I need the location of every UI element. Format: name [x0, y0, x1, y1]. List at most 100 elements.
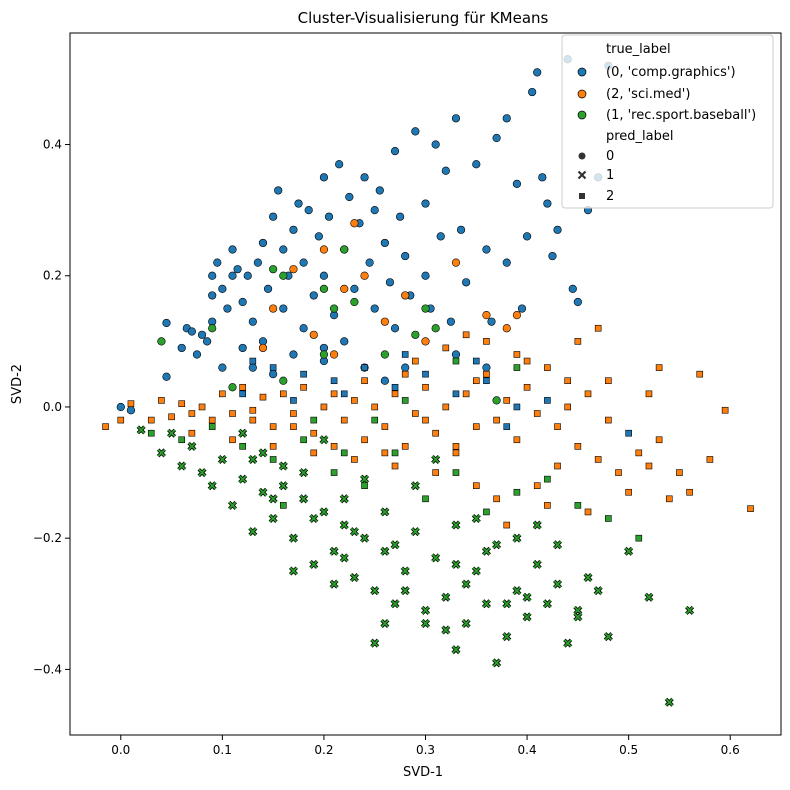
data-point-3-75 — [564, 377, 572, 385]
y-axis-ticks: −0.4 −0.2 0.0 0.2 0.4 — [33, 138, 70, 676]
data-point-inner-5-49 — [665, 698, 674, 707]
data-point-inner-5-25 — [401, 567, 410, 575]
data-point-inner-5-17 — [319, 507, 328, 516]
data-point-inner-5-19 — [340, 521, 349, 529]
data-point-inner-5-31 — [462, 619, 471, 628]
data-point-inner-5-55 — [299, 468, 308, 477]
data-point-3-76 — [605, 377, 612, 385]
data-point-inner-5-57 — [380, 507, 389, 516]
data-point-4-2 — [269, 265, 278, 274]
data-point-inner-5-84 — [340, 553, 349, 562]
data-point-0-93 — [573, 297, 582, 307]
data-point-0-85 — [528, 87, 537, 97]
data-point-2-13 — [258, 343, 268, 353]
data-point-0-46 — [335, 160, 344, 169]
y-tick-label-0: −0.4 — [33, 662, 62, 676]
data-point-0-27 — [269, 212, 278, 221]
legend-marker-baseball — [577, 110, 587, 120]
data-point-4-11 — [411, 330, 420, 339]
data-point-inner-5-78 — [380, 619, 389, 628]
data-point-0-39 — [309, 291, 318, 300]
data-point-4-5 — [329, 304, 339, 313]
data-point-0-72 — [446, 317, 455, 326]
data-point-0-36 — [299, 258, 308, 267]
data-point-2-3 — [269, 304, 278, 313]
data-point-3-24 — [361, 436, 368, 444]
data-point-2-10 — [482, 311, 491, 320]
data-point-3-18 — [300, 383, 307, 391]
data-point-inner-5-53 — [421, 619, 430, 628]
data-point-3-14 — [259, 393, 267, 401]
data-point-inner-5-28 — [431, 553, 440, 562]
data-point-0-100 — [482, 363, 491, 372]
data-point-inner-5-51 — [492, 658, 501, 667]
data-point-0-58 — [380, 238, 389, 248]
y-tick-label-3: 0.2 — [43, 269, 62, 283]
data-point-4-8 — [380, 350, 389, 359]
data-point-inner-5-43 — [584, 573, 592, 582]
data-point-inner-5-60 — [431, 455, 440, 464]
data-point-inner-5-59 — [472, 514, 481, 523]
x-tick-label-1: 0.1 — [213, 743, 232, 757]
y-tick-label-2: 0.0 — [43, 400, 62, 414]
series-2 — [258, 219, 522, 359]
data-point-inner-5-80 — [502, 599, 511, 608]
data-point-0-23 — [253, 258, 263, 267]
data-point-inner-5-74 — [553, 540, 562, 549]
data-point-0-56 — [370, 304, 379, 313]
data-point-0-98 — [126, 406, 136, 415]
legend-label-baseball: (1, 'rec.sport.baseball') — [606, 108, 756, 123]
data-point-3-46 — [584, 390, 592, 398]
data-point-3-13 — [249, 406, 257, 414]
data-point-3-38 — [503, 397, 511, 404]
data-point-3-27 — [391, 390, 399, 398]
legend-marker-comp-graphics — [577, 67, 587, 77]
data-point-3-7 — [188, 410, 196, 417]
data-point-6-23 — [340, 449, 348, 457]
legend-label-sci-med: (2, 'sci.med') — [606, 87, 690, 102]
data-point-3-62 — [472, 482, 480, 489]
x-axis-ticks: 0.0 0.1 0.2 0.3 0.4 0.5 0.6 — [111, 735, 740, 757]
data-point-3-42 — [544, 364, 551, 371]
data-point-inner-5-34 — [492, 540, 501, 549]
data-point-6-20 — [371, 416, 379, 424]
y-axis-label: SVD-2 — [10, 364, 25, 404]
data-point-0-42 — [319, 271, 329, 280]
data-point-0-86 — [533, 68, 542, 77]
data-point-0-40 — [314, 232, 323, 241]
data-point-inner-5-1 — [157, 448, 166, 457]
data-point-3-19 — [310, 429, 318, 437]
legend-hue-title: true_label — [606, 42, 671, 57]
data-point-inner-5-0 — [137, 425, 146, 434]
data-point-0-48 — [340, 337, 349, 346]
data-point-inner-5-70 — [401, 586, 410, 595]
data-point-inner-5-32 — [472, 567, 481, 575]
data-point-inner-5-15 — [299, 494, 308, 503]
data-point-4-0 — [157, 337, 166, 346]
data-point-1-13 — [239, 390, 246, 398]
data-point-6-10 — [452, 469, 460, 476]
data-point-4-10 — [421, 304, 430, 313]
data-point-3-11 — [229, 410, 236, 417]
data-point-0-6 — [197, 330, 207, 339]
data-point-0-81 — [502, 114, 511, 123]
series-0 — [116, 55, 613, 415]
data-point-0-33 — [289, 225, 298, 234]
legend-label-pred-1: 1 — [606, 168, 614, 183]
data-point-3-23 — [351, 397, 358, 404]
data-point-1-11 — [625, 429, 632, 437]
data-point-inner-5-2 — [167, 429, 176, 438]
data-point-3-66 — [310, 449, 318, 457]
data-point-3-92 — [706, 456, 714, 463]
data-point-3-85 — [249, 416, 257, 424]
data-point-inner-5-44 — [594, 586, 603, 595]
data-point-3-64 — [391, 462, 399, 470]
data-point-3-69 — [188, 429, 196, 437]
x-tick-label-5: 0.5 — [619, 743, 638, 757]
data-point-3-53 — [676, 469, 683, 476]
data-point-3-10 — [219, 390, 226, 398]
data-point-3-55 — [696, 370, 704, 378]
data-point-3-60 — [544, 502, 551, 509]
series-5 — [136, 425, 695, 707]
data-point-3-61 — [503, 521, 511, 529]
